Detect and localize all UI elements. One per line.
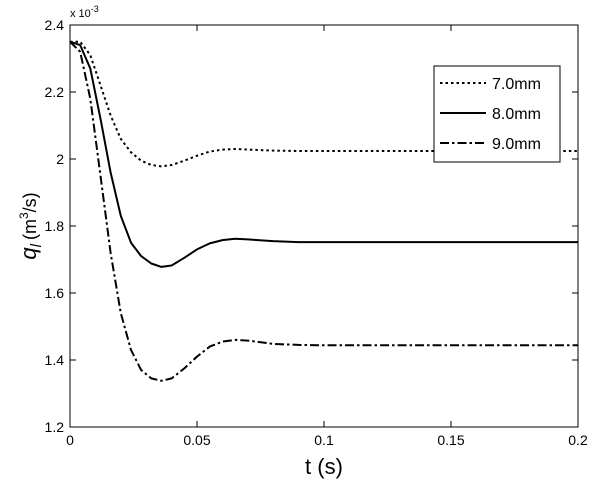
- series-lines: [69, 40, 578, 382]
- y-tick-label: 1.8: [45, 218, 65, 234]
- y-tick-label: 2.4: [45, 17, 65, 33]
- legend-label-3: 9.0mm: [492, 136, 541, 153]
- x-tick-label: 0.2: [568, 432, 588, 448]
- legend: 7.0mm 8.0mm 9.0mm: [433, 65, 561, 163]
- x-tick-label: 0.1: [314, 432, 334, 448]
- series-line-3: [69, 40, 578, 382]
- x-tick-label: 0: [66, 432, 74, 448]
- series-line-2: [69, 40, 578, 268]
- y-axis-multiplier: x 10-3: [70, 4, 99, 20]
- y-tick-label: 2: [56, 151, 64, 167]
- legend-label-1: 7.0mm: [492, 76, 541, 93]
- x-tick-label: 0.15: [437, 432, 464, 448]
- legend-label-2: 8.0mm: [492, 106, 541, 123]
- y-tick-label: 2.2: [45, 84, 65, 100]
- y-tick-label: 1.2: [45, 419, 65, 435]
- x-axis-title: t (s): [305, 454, 343, 479]
- y-axis: 1.2 1.4 1.6 1.8 2 2.2 2.4: [45, 17, 578, 435]
- y-tick-label: 1.4: [45, 352, 65, 368]
- y-tick-label: 1.6: [45, 285, 65, 301]
- x-axis: 0 0.05 0.1 0.15 0.2: [66, 25, 588, 448]
- y-axis-title: ql(m3/s): [16, 192, 45, 259]
- x-tick-label: 0.05: [183, 432, 210, 448]
- series-line-1: [70, 40, 578, 168]
